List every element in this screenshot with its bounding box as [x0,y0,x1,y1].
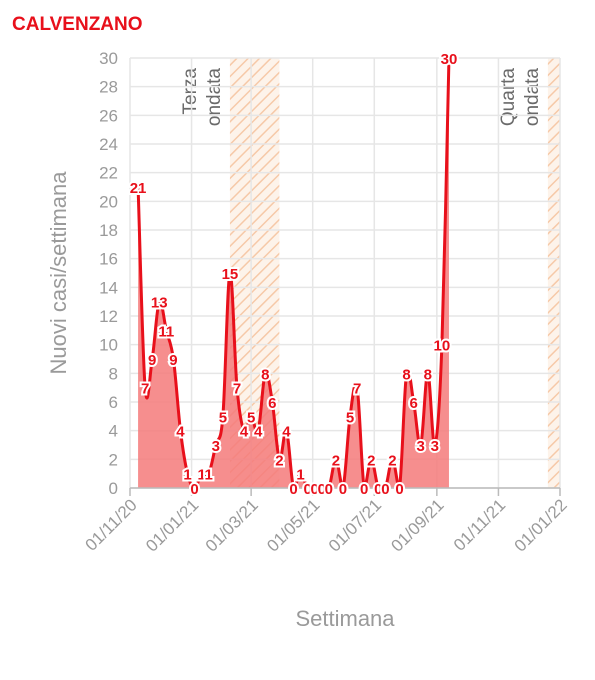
x-tick-label: 01/09/21 [387,495,447,555]
x-tick-label: 01/11/21 [450,495,509,554]
data-label: 6 [409,395,417,412]
wave-label-line2-1: ondata [522,68,543,127]
data-label: 1 [183,467,191,484]
chart-title: CALVENZANO [12,14,143,35]
data-label: 0 [339,481,347,498]
data-label: 6 [268,395,276,412]
data-labels: 2179131194101135157454862401000020570200… [128,49,460,500]
data-label: 1 [205,467,213,484]
x-axis-title: Settimana [295,606,395,631]
data-label: 8 [424,366,432,383]
y-tick-label: 6 [109,393,118,412]
data-label: 0 [289,481,297,498]
y-tick-label: 22 [99,164,118,183]
wave-label-line1-1: Quarta [498,68,519,127]
x-tick-label: 01/01/21 [142,495,202,555]
data-label: 7 [353,381,361,398]
series-line [136,57,451,490]
data-label: 0 [374,481,382,498]
data-label: 3 [417,438,425,455]
data-label: 0 [311,481,319,498]
data-label: 5 [219,409,227,426]
data-label: 2 [388,452,396,469]
data-label: 10 [434,338,451,355]
wave-label-line1-0: Terza [180,68,201,115]
data-label: 2 [332,452,340,469]
y-tick-label: 0 [109,479,118,498]
y-tick-label: 12 [99,307,118,326]
x-tick-label: 01/05/21 [263,495,323,555]
data-label: 5 [247,409,255,426]
data-label: 0 [360,481,368,498]
y-axis-title: Nuovi casi/settimana [46,171,71,375]
data-label: 4 [254,424,263,441]
data-label: 11 [158,323,174,340]
data-label: 15 [222,266,239,283]
y-tick-label: 24 [99,135,118,154]
data-label: 0 [318,481,326,498]
data-label: 4 [240,424,249,441]
data-label: 7 [141,381,149,398]
data-label: 2 [275,452,283,469]
y-tick-label: 10 [99,336,118,355]
x-tick-label: 01/03/21 [202,495,262,555]
data-label: 0 [395,481,403,498]
data-label: 1 [197,467,205,484]
data-label: 0 [303,481,311,498]
data-label: 8 [261,366,269,383]
data-label: 5 [346,409,354,426]
y-tick-label: 28 [99,78,118,97]
data-label: 7 [233,381,241,398]
y-tick-label: 26 [99,106,118,125]
data-label: 4 [176,424,185,441]
data-label: 0 [190,481,198,498]
data-label: 0 [381,481,389,498]
y-tick-label: 20 [99,192,118,211]
data-label: 3 [431,438,439,455]
data-label: 21 [130,180,147,197]
wave-label-line2-0: ondata [204,68,225,127]
y-tick-label: 18 [99,221,118,240]
data-label: 30 [441,51,458,68]
data-label: 0 [325,481,333,498]
y-tick-label: 8 [109,364,118,383]
x-tick-label: 01/11/20 [81,495,140,554]
data-label: 9 [169,352,177,369]
data-label: 2 [367,452,375,469]
y-tick-label: 14 [99,278,118,297]
data-label: 13 [151,295,168,312]
data-label: 1 [296,467,304,484]
area-series [136,57,451,490]
data-label: 8 [402,366,410,383]
y-tick-label: 4 [109,422,118,441]
y-tick-label: 16 [99,250,118,269]
data-label: 3 [212,438,220,455]
y-tick-label: 30 [99,49,118,68]
y-tick-label: 2 [109,450,118,469]
data-label: 9 [148,352,156,369]
x-tick-label: 01/01/22 [511,495,571,555]
area-fill [138,58,449,488]
x-tick-label: 01/07/21 [325,495,385,555]
wave-band-1 [547,58,560,488]
data-label: 4 [282,424,291,441]
